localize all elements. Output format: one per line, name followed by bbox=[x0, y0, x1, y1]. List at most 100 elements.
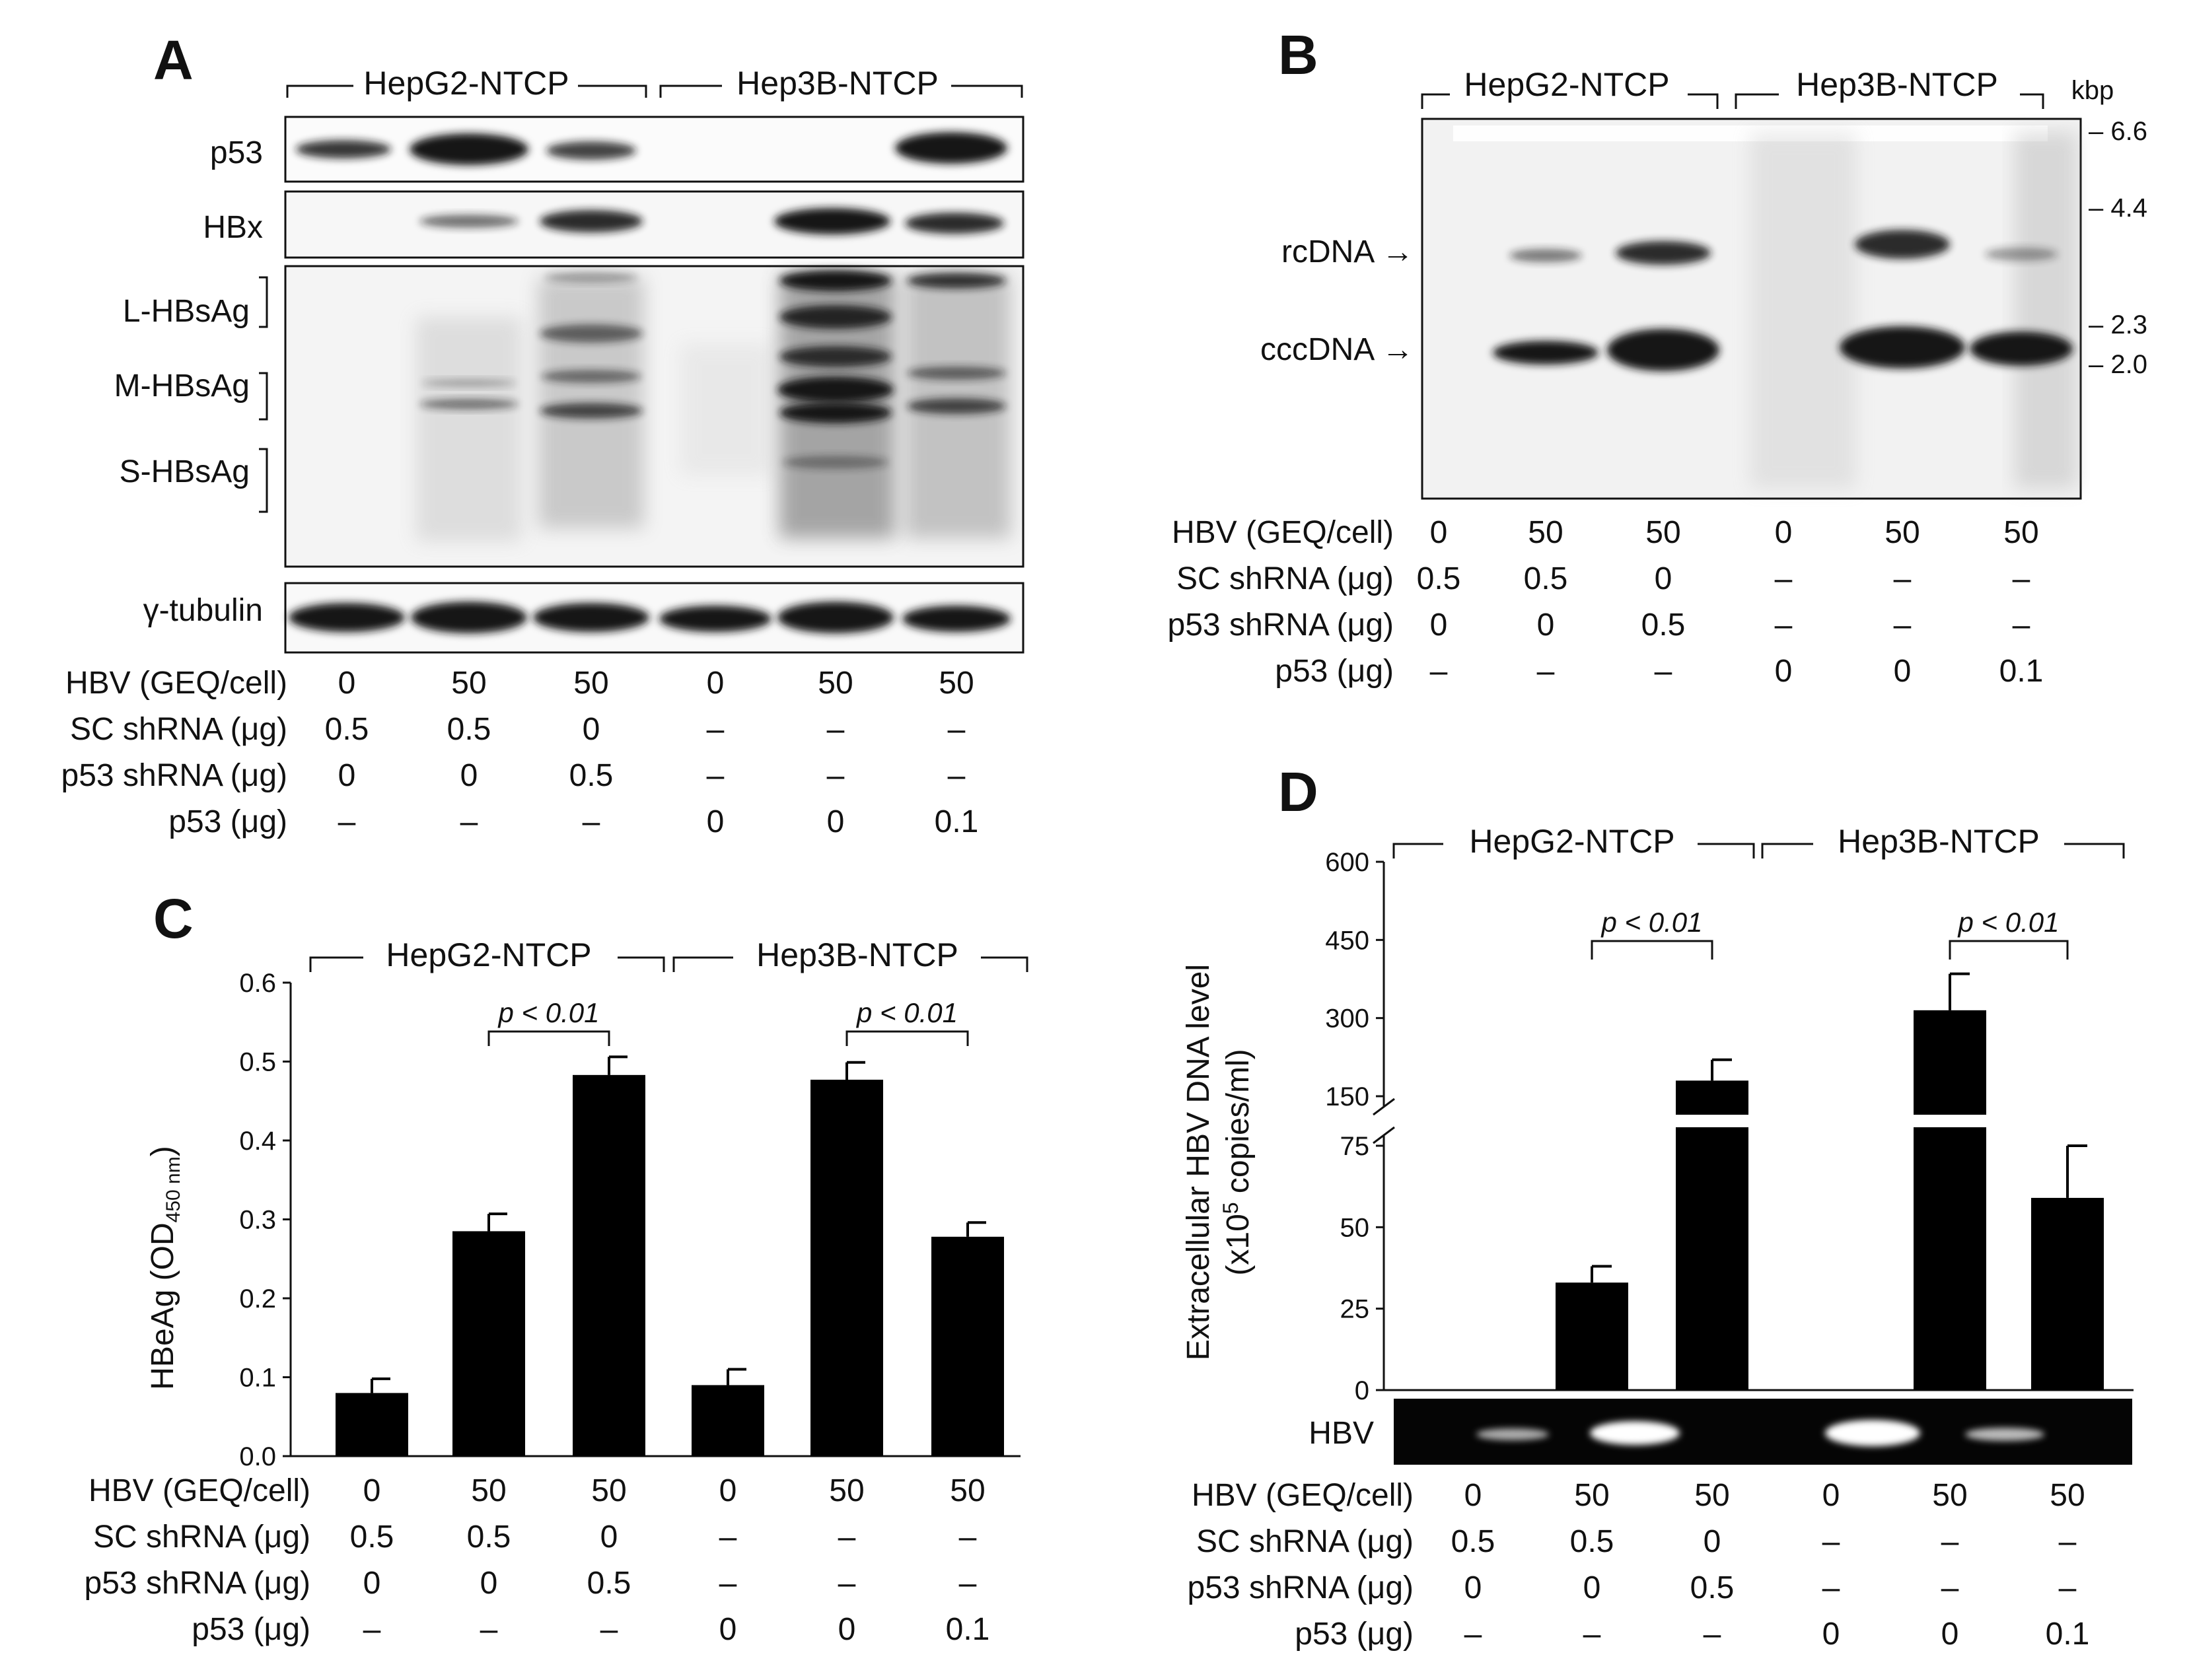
condition-value: 0 bbox=[1464, 1478, 1482, 1513]
condition-value: 0.5 bbox=[1690, 1570, 1735, 1605]
condition-value: 0.5 bbox=[447, 712, 491, 747]
condition-value: 50 bbox=[573, 666, 608, 701]
panel-c-group-label-hep3b: Hep3B-NTCP bbox=[756, 936, 958, 973]
chart-c-ytick-label: 0.1 bbox=[239, 1364, 276, 1393]
panel-c-group-hep3b bbox=[672, 956, 1028, 972]
chart-d-significance-bracket bbox=[1949, 940, 2069, 960]
condition-value: 0.1 bbox=[946, 1612, 990, 1647]
chart-c-ytick-label: 0.6 bbox=[239, 969, 276, 998]
panel-a-condition-table: HBV (GEQ/cell) 0 50 50 0 50 50 SC shRNA (μg) 0.5… bbox=[61, 666, 979, 839]
condition-value: 0 bbox=[838, 1612, 856, 1647]
condition-value: – bbox=[838, 1520, 856, 1555]
condition-value: 0 bbox=[363, 1473, 381, 1508]
condition-row-label: p53 shRNA (μg) bbox=[85, 1566, 310, 1601]
condition-row-label: p53 shRNA (μg) bbox=[61, 758, 287, 793]
condition-row-label: SC shRNA (μg) bbox=[1196, 1524, 1414, 1559]
chart-c-significance-bracket bbox=[845, 1030, 969, 1046]
panel-c-group-hepg2 bbox=[309, 956, 665, 972]
panel-d-group-hep3b bbox=[1761, 843, 2125, 858]
condition-value: – bbox=[948, 758, 966, 793]
condition-value: – bbox=[1537, 654, 1555, 689]
condition-row-label: p53 (μg) bbox=[1295, 1617, 1414, 1652]
condition-value: – bbox=[1704, 1617, 1721, 1652]
condition-value: 0 bbox=[1430, 608, 1448, 643]
condition-value: 50 bbox=[1574, 1478, 1609, 1513]
condition-value: – bbox=[2059, 1524, 2077, 1559]
panel-letter-a: A bbox=[153, 29, 194, 91]
gel-label-hbv: HBV bbox=[1309, 1416, 1374, 1451]
panel-b-group-label-hepg2: HepG2-NTCP bbox=[1464, 66, 1669, 103]
condition-value: – bbox=[1464, 1617, 1482, 1652]
chart-d-ytick-label: 75 bbox=[1340, 1132, 1370, 1161]
condition-value: – bbox=[2013, 608, 2030, 643]
condition-row-label: SC shRNA (μg) bbox=[70, 712, 287, 747]
condition-row-label: p53 shRNA (μg) bbox=[1188, 1570, 1414, 1605]
chart-d-ylabel-line2: (x105 copies/ml) bbox=[1219, 1049, 1256, 1275]
condition-row-label: p53 (μg) bbox=[192, 1612, 310, 1647]
band-label-rcdna: rcDNA → bbox=[1281, 234, 1414, 269]
panel-c: C HepG2-NTCP Hep3B-NTCP HBeAg (OD450 nm)… bbox=[85, 888, 1028, 1647]
condition-value: 0 bbox=[583, 712, 600, 747]
blot-hbsag bbox=[284, 265, 1024, 568]
condition-value: 0.5 bbox=[1524, 561, 1568, 596]
condition-value: – bbox=[1941, 1524, 1959, 1559]
condition-value: 50 bbox=[591, 1473, 626, 1508]
condition-row-label: SC shRNA (μg) bbox=[1176, 561, 1394, 596]
chart-d-significance-bracket bbox=[1591, 940, 1713, 960]
condition-value: 0.5 bbox=[1570, 1524, 1614, 1559]
panel-d-group-label-hep3b: Hep3B-NTCP bbox=[1838, 823, 2040, 860]
chart-d-bar-5 bbox=[1914, 1010, 1986, 1390]
condition-value: 0.5 bbox=[350, 1520, 394, 1555]
condition-value: 0 bbox=[338, 666, 356, 701]
condition-row-label: HBV (GEQ/cell) bbox=[1172, 515, 1394, 550]
condition-value: 0.5 bbox=[1451, 1524, 1495, 1559]
condition-value: 50 bbox=[471, 1473, 506, 1508]
panel-b-group-hepg2 bbox=[1421, 93, 1719, 109]
chart-d-bar-break-gap bbox=[1911, 1115, 1989, 1127]
panel-letter-c: C bbox=[153, 888, 194, 950]
condition-value: 0 bbox=[1822, 1617, 1840, 1652]
condition-value: 0 bbox=[1775, 515, 1793, 550]
chart-c-bar-3 bbox=[573, 1074, 645, 1456]
condition-value: – bbox=[1941, 1570, 1959, 1605]
condition-value: 50 bbox=[2003, 515, 2038, 550]
chart-c-ytick-label: 0.2 bbox=[239, 1284, 276, 1313]
condition-value: 0 bbox=[1775, 654, 1793, 689]
chart-d-ytick-label: 0 bbox=[1355, 1376, 1369, 1405]
condition-value: 0 bbox=[1655, 561, 1672, 596]
condition-row-label: HBV (GEQ/cell) bbox=[1192, 1478, 1414, 1513]
condition-value: 0 bbox=[1464, 1570, 1482, 1605]
condition-value: – bbox=[959, 1566, 977, 1601]
marker-6-6: – 6.6 bbox=[2089, 117, 2147, 146]
chart-c-ytick-label: 0.5 bbox=[239, 1048, 276, 1077]
condition-value: – bbox=[838, 1566, 856, 1601]
condition-value: 0.1 bbox=[2046, 1617, 2090, 1652]
condition-value: 0.1 bbox=[935, 804, 979, 839]
condition-value: – bbox=[1822, 1524, 1840, 1559]
chart-c-ytick-label: 0.0 bbox=[239, 1442, 276, 1471]
condition-value: 50 bbox=[950, 1473, 985, 1508]
condition-value: – bbox=[2013, 561, 2030, 596]
condition-value: 0 bbox=[1537, 608, 1555, 643]
condition-value: – bbox=[338, 804, 356, 839]
condition-value: – bbox=[827, 712, 845, 747]
condition-value: 0 bbox=[1583, 1570, 1601, 1605]
condition-value: 0 bbox=[1894, 654, 1912, 689]
condition-value: 0.5 bbox=[1417, 561, 1461, 596]
panel-letter-b: B bbox=[1278, 24, 1318, 86]
condition-value: – bbox=[827, 758, 845, 793]
condition-value: 50 bbox=[1528, 515, 1563, 550]
condition-value: 50 bbox=[2050, 1478, 2085, 1513]
condition-row-label: HBV (GEQ/cell) bbox=[65, 666, 287, 701]
blot-label-s-hbsag: S-HBsAg bbox=[120, 454, 250, 489]
marker-2-0: – 2.0 bbox=[2089, 350, 2147, 379]
panel-b: B HepG2-NTCP Hep3B-NTCP kbp bbox=[1168, 24, 2147, 689]
panel-letter-d: D bbox=[1278, 761, 1318, 823]
blot-gamma-tubulin bbox=[284, 582, 1024, 654]
panel-a-group-label-hep3b: Hep3B-NTCP bbox=[736, 65, 939, 102]
chart-c-pvalue: p < 0.01 bbox=[855, 997, 958, 1028]
condition-value: – bbox=[707, 712, 725, 747]
panel-a: A HepG2-NTCP Hep3B-NTCP p53 HBx L-HBsAg … bbox=[61, 29, 1024, 839]
condition-value: – bbox=[707, 758, 725, 793]
